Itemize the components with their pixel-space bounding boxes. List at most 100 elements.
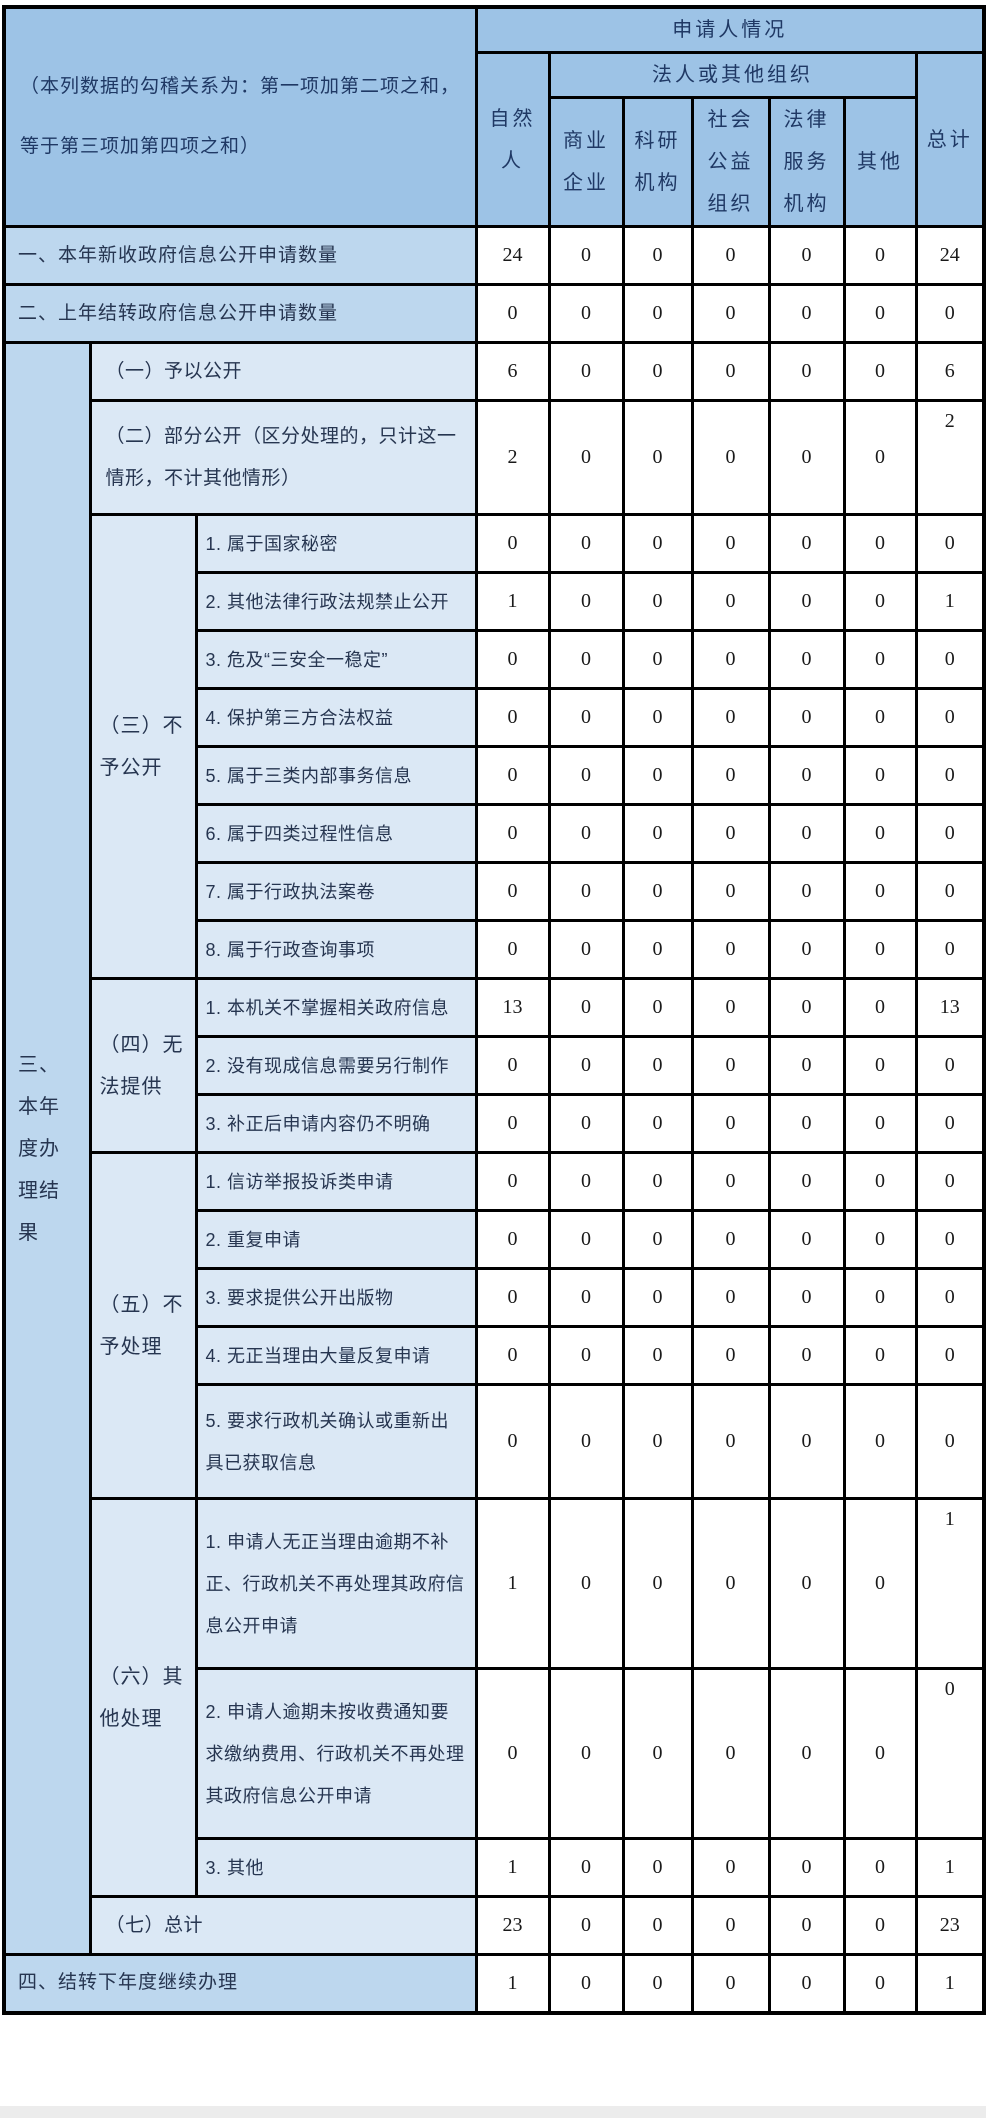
col-header-research-institution: 科研机构	[621, 96, 694, 228]
value-cell: 24	[914, 225, 986, 286]
value-cell: 0	[767, 803, 846, 864]
table-row: 4. 保护第三方合法权益 0 0 0 0 0 0 0	[4, 687, 986, 748]
table-row: 3. 要求提供公开出版物 0 0 0 0 0 0 0	[4, 1267, 986, 1328]
section-1-label: 一、本年新收政府信息公开申请数量	[2, 225, 478, 286]
value-cell: 0	[621, 1209, 694, 1270]
value-cell: 0	[621, 1667, 694, 1840]
value-cell: 1	[474, 571, 551, 632]
value-cell: 0	[474, 1383, 551, 1500]
value-cell: 0	[474, 1325, 551, 1386]
value-cell: 0	[690, 1895, 771, 1956]
table-row: （六）其他处理 1. 申请人无正当理由逾期不补正、行政机关不再处理其政府信息公开申…	[4, 1497, 986, 1898]
value-cell: 0	[547, 977, 625, 1038]
value-cell: 0	[914, 687, 986, 748]
value-cell: 0	[621, 1837, 694, 1898]
value-cell: 0	[842, 1325, 918, 1386]
col-header-total: 总计	[914, 51, 986, 228]
value-cell: 0	[914, 1325, 986, 1386]
value-cell: 0	[914, 861, 986, 922]
value-cell: 0	[621, 1035, 694, 1096]
value-cell: 0	[690, 1497, 771, 1670]
value-cell: 0	[690, 1209, 771, 1270]
value-cell: 0	[842, 1667, 918, 1840]
sub-label-partial: （二）部分公开（区分处理的，只计这一情形，不计其他情形）	[88, 399, 478, 516]
value-cell: 0	[767, 341, 846, 402]
table-row: 三、本年度办理结果 （一）予以公开 6 0 0 0 0 0 6	[2, 341, 986, 1956]
item-label: 3. 其他	[194, 1837, 478, 1898]
value-cell: 0	[621, 283, 694, 344]
value-cell: 0	[842, 1383, 918, 1500]
table-row: 四、结转下年度继续办理 1 0 0 0 0 0 1	[2, 1953, 986, 2014]
value-cell: 0	[547, 629, 625, 690]
item-label: 1. 属于国家秘密	[194, 513, 478, 574]
value-cell: 0	[842, 687, 918, 748]
item-label: 3. 补正后申请内容仍不明确	[194, 1093, 478, 1154]
value-cell: 0	[842, 1895, 918, 1956]
value-cell: 1	[474, 1497, 551, 1670]
value-cell: 0	[621, 687, 694, 748]
value-cell: 0	[767, 513, 846, 574]
value-cell: 0	[842, 629, 918, 690]
item-label: 5. 要求行政机关确认或重新出具已获取信息	[194, 1383, 478, 1500]
value-cell: 0	[842, 1151, 918, 1212]
value-cell: 0	[690, 1093, 771, 1154]
value-cell: 0	[842, 919, 918, 980]
sub-label-granted: （一）予以公开	[88, 341, 478, 402]
value-cell: 0	[474, 919, 551, 980]
value-cell: 0	[547, 1383, 625, 1500]
value-cell: 0	[474, 687, 551, 748]
value-cell: 0	[767, 1497, 846, 1670]
item-label: 2. 重复申请	[194, 1209, 478, 1270]
value-cell: 0	[474, 1151, 551, 1212]
item-label: 7. 属于行政执法案卷	[194, 861, 478, 922]
value-cell: 0	[474, 283, 551, 344]
value-cell: 0	[547, 1035, 625, 1096]
value-cell: 0	[621, 803, 694, 864]
value-cell: 0	[547, 513, 625, 574]
value-cell: 0	[690, 571, 771, 632]
col-header-other: 其他	[842, 96, 918, 228]
section-3-label: 三、本年度办理结果	[2, 341, 92, 1956]
value-cell: 0	[842, 1035, 918, 1096]
value-cell: 0	[842, 571, 918, 632]
table-row: 7. 属于行政执法案卷 0 0 0 0 0 0 0	[4, 861, 986, 922]
value-cell: 0	[621, 1267, 694, 1328]
value-cell: 0	[474, 629, 551, 690]
sub-label-unable: （四）无法提供	[88, 977, 198, 1154]
value-cell: 1	[914, 571, 986, 632]
table-row: 6. 属于四类过程性信息 0 0 0 0 0 0 0	[4, 803, 986, 864]
value-cell: 0	[621, 513, 694, 574]
table-row: （三）不予公开 1. 属于国家秘密 0 0 0 0 0 0 0	[4, 513, 986, 980]
value-cell: 0	[621, 1325, 694, 1386]
value-cell: 0	[621, 919, 694, 980]
value-cell: 0	[547, 399, 625, 516]
item-label: 1. 信访举报投诉类申请	[194, 1151, 478, 1212]
value-cell: 2	[474, 399, 551, 516]
value-cell: 0	[914, 629, 986, 690]
value-cell: 0	[842, 341, 918, 402]
value-cell: 0	[914, 803, 986, 864]
table-row: 3. 其他 1 0 0 0 0 0 1	[4, 1837, 986, 1898]
value-cell: 0	[767, 571, 846, 632]
col-header-natural-person: 自然人	[474, 51, 551, 228]
note-cell: （本列数据的勾稽关系为：第一项加第二项之和，等于第三项加第四项之和）	[2, 5, 478, 228]
value-cell: 0	[690, 341, 771, 402]
value-cell: 0	[767, 1895, 846, 1956]
value-cell: 24	[474, 225, 551, 286]
value-cell: 0	[547, 1209, 625, 1270]
value-cell: 0	[547, 341, 625, 402]
sub-label-denied: （三）不予公开	[88, 513, 198, 980]
value-cell: 0	[914, 1035, 986, 1096]
value-cell: 0	[914, 283, 986, 344]
value-cell: 0	[690, 977, 771, 1038]
table-row: 8. 属于行政查询事项 0 0 0 0 0 0 0	[4, 919, 986, 980]
value-cell: 0	[547, 1895, 625, 1956]
value-cell: 0	[767, 687, 846, 748]
sub-label-not-processed: （五）不予处理	[88, 1151, 198, 1500]
value-cell: 0	[474, 1035, 551, 1096]
value-cell: 2	[914, 399, 986, 516]
value-cell: 0	[474, 1267, 551, 1328]
table-row: 2. 没有现成信息需要另行制作 0 0 0 0 0 0 0	[4, 1035, 986, 1096]
sub-label-other-handling: （六）其他处理	[88, 1497, 198, 1898]
col-header-commercial-enterprise: 商业企业	[547, 96, 625, 228]
